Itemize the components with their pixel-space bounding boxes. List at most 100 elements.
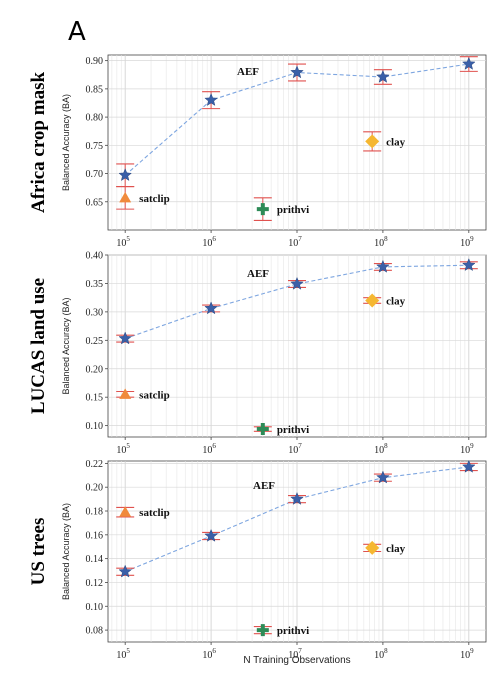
x-tick-label: 108 [374,235,388,249]
y-tick-label: 0.12 [86,578,104,589]
panel-row-title: US trees [28,518,49,586]
data-point-star [204,528,218,542]
series-prithvi: prithvi [253,423,309,436]
data-point-triangle [119,388,132,399]
x-axis-label: N Training Observations [243,655,350,666]
y-tick-label: 0.40 [86,251,104,262]
data-point-diamond [365,134,380,149]
x-tick-label: 109 [460,647,474,661]
gridlines [108,254,486,437]
x-tick-label: 108 [374,442,388,456]
y-tick-label: 0.16 [86,530,104,541]
series-label-satclip: satclip [139,193,170,205]
chart-panel-3: 105 106 107 108 109 0.08 0.10 0.12 0.14 0.16 0.18 0… [28,459,487,661]
data-point-plus [256,624,269,637]
y-tick-label: 0.18 [86,507,104,518]
y-tick-label: 0.08 [86,626,104,637]
y-tick-label: 0.10 [86,602,104,613]
series-label-satclip: satclip [139,389,170,401]
y-tick-label: 0.75 [86,141,104,152]
x-tick-label: 106 [202,442,216,456]
series-label-prithvi: prithvi [277,625,309,637]
series-clay: clay [363,540,406,555]
data-point-star [290,276,304,290]
y-tick-label: 0.10 [86,421,104,432]
x-tick-label: 109 [460,235,474,249]
x-tick-label: 105 [116,442,130,456]
series-AEF: AEF [116,258,478,345]
data-point-star [204,92,218,106]
series-label-clay: clay [386,543,405,555]
y-tick-label: 0.15 [86,393,104,404]
panel-row-title: LUCAS land use [28,278,49,414]
series-satclip: satclip [116,506,170,519]
x-tick-label: 107 [288,442,302,456]
data-point-star [204,301,218,315]
gridlines [108,55,486,230]
y-axis-label: Balanced Accuracy (BA) [61,94,71,191]
data-point-star [118,564,133,578]
y-tick-label: 0.25 [86,336,104,347]
y-axis-label: Balanced Accuracy (BA) [61,503,71,600]
x-tick-label: 106 [202,235,216,249]
data-point-plus [256,423,269,436]
panel-row-title: Africa crop mask [28,72,49,214]
x-tick-label: 107 [288,647,302,661]
series-satclip: satclip [116,388,170,401]
series-label-prithvi: prithvi [277,424,309,436]
data-point-star [376,259,390,273]
chart-panel-1: 105 106 107 108 109 0.65 0.70 0.75 0.80 0.85 0.90 B… [28,54,487,249]
data-point-star [461,56,476,70]
x-tick-label: 106 [202,647,216,661]
series-satclip: satclip [116,185,170,210]
data-point-star [376,470,390,484]
series-label-AEF: AEF [237,66,259,78]
panel-letter: A [68,17,86,47]
x-tick-label: 109 [460,442,474,456]
data-point-star [461,459,476,473]
series-clay: clay [363,293,406,308]
series-AEF: AEF [116,56,478,188]
data-point-star [290,491,304,505]
data-point-diamond [365,540,380,555]
series-prithvi: prithvi [253,624,309,637]
y-tick-label: 0.90 [86,56,104,67]
y-tick-label: 0.30 [86,307,104,318]
data-point-star [290,65,304,79]
series-label-clay: clay [386,296,405,308]
x-tick-label: 105 [116,235,130,249]
data-point-star [118,331,133,345]
y-tick-label: 0.70 [86,169,104,180]
series-AEF: AEF [116,459,478,578]
series-label-satclip: satclip [139,507,170,519]
series-label-AEF: AEF [247,268,269,280]
series-label-AEF: AEF [253,480,275,492]
data-point-star [376,69,390,83]
chart-panel-2: 105 106 107 108 109 0.10 0.15 0.20 0.25 0.30 0.35 0… [28,251,487,456]
data-point-triangle [119,506,132,517]
x-tick-label: 107 [288,235,302,249]
series-clay: clay [363,131,406,152]
series-line [124,466,469,573]
data-point-star [118,168,133,182]
y-tick-label: 0.22 [86,459,104,470]
y-tick-label: 0.85 [86,84,104,95]
x-tick-label: 105 [116,647,130,661]
data-point-diamond [365,293,380,308]
y-tick-label: 0.35 [86,279,104,290]
data-point-triangle [119,191,132,203]
series-label-prithvi: prithvi [277,204,309,216]
series-prithvi: prithvi [253,197,309,221]
y-tick-label: 0.20 [86,364,104,375]
chart-panels: 105 106 107 108 109 0.65 0.70 0.75 0.80 0.85 0.90 B… [28,54,487,661]
data-point-plus [256,203,269,216]
series-line [125,264,469,340]
series-label-clay: clay [386,136,405,148]
y-tick-label: 0.20 [86,483,104,494]
y-axis-label: Balanced Accuracy (BA) [61,297,71,394]
data-point-star [461,258,476,272]
y-tick-label: 0.14 [86,554,104,565]
y-tick-label: 0.65 [86,197,104,208]
gridlines [108,461,486,642]
